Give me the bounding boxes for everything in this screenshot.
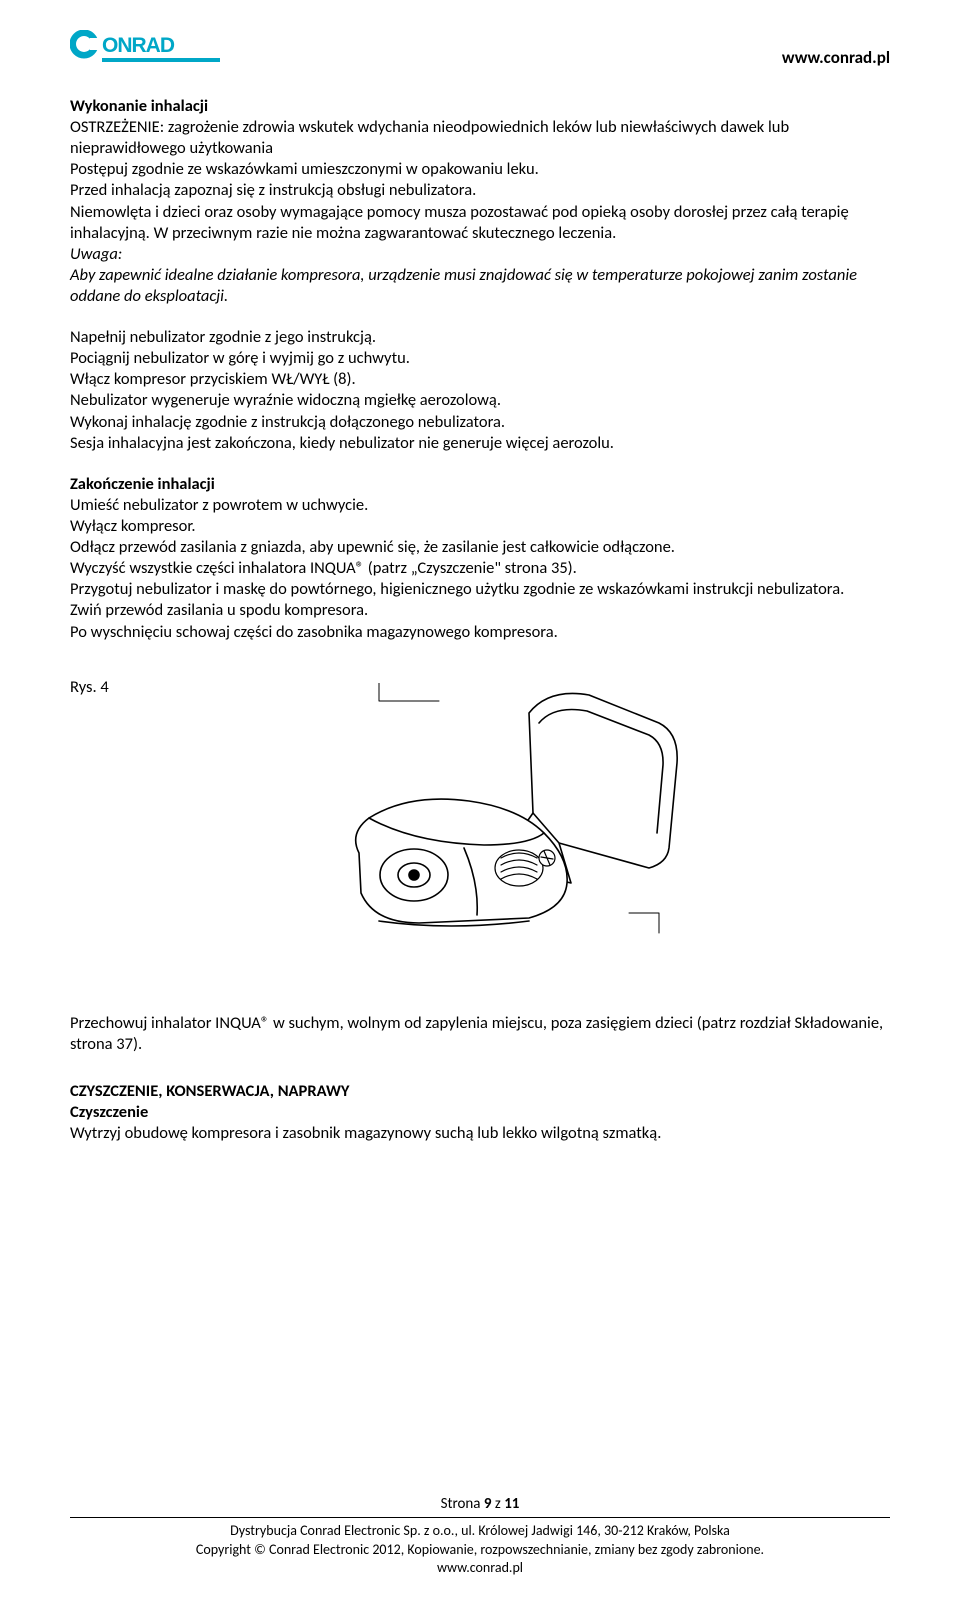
body-text: Odłącz przewód zasilania z gniazda, aby … — [70, 537, 890, 558]
conrad-logo: ONRAD — [70, 30, 235, 68]
body-text: Wyczyść wszystkie części inhalatora INQU… — [70, 558, 890, 579]
section-title: Wykonanie inhalacji — [70, 96, 890, 117]
body-text: Wytrzyj obudowę kompresora i zasobnik ma… — [70, 1123, 890, 1144]
body-text: Przechowuj inhalator INQUA® w suchym, wo… — [70, 1013, 890, 1055]
svg-text:ONRAD: ONRAD — [102, 34, 175, 57]
page-footer: Strona 9 z 11 Dystrybucja Conrad Electro… — [70, 1495, 890, 1577]
figure-block: Rys. 4 — [70, 673, 890, 953]
section-title: Zakończenie inhalacji — [70, 474, 890, 495]
body-text: Włącz kompresor przyciskiem WŁ/WYŁ (8). — [70, 369, 890, 390]
note-label: Uwaga: — [70, 244, 890, 265]
device-illustration — [129, 673, 890, 953]
body-text: Niemowlęta i dzieci oraz osoby wymagając… — [70, 202, 890, 244]
header-url: www.conrad.pl — [782, 47, 890, 68]
footer-line: www.conrad.pl — [70, 1559, 890, 1577]
warning-text: OSTRZEŻENIE: zagrożenie zdrowia wskutek … — [70, 117, 890, 159]
page-number: Strona 9 z 11 — [70, 1495, 890, 1515]
body-text: Po wyschnięciu schowaj części do zasobni… — [70, 622, 890, 643]
section-title: CZYSZCZENIE, KONSERWACJA, NAPRAWY — [70, 1081, 890, 1102]
body-text: Zwiń przewód zasilania u spodu kompresor… — [70, 600, 890, 621]
footer-line: Copyright © Conrad Electronic 2012, Kopi… — [70, 1541, 890, 1559]
body-text: Napełnij nebulizator zgodnie z jego inst… — [70, 327, 890, 348]
body-text: Przed inhalacją zapoznaj się z instrukcj… — [70, 180, 890, 201]
section-subtitle: Czyszczenie — [70, 1102, 890, 1123]
document-body: Wykonanie inhalacji OSTRZEŻENIE: zagroże… — [70, 96, 890, 1144]
body-text: Wyłącz kompresor. — [70, 516, 890, 537]
page-header: ONRAD www.conrad.pl — [70, 30, 890, 68]
body-text: Wykonaj inhalację zgodnie z instrukcją d… — [70, 412, 890, 433]
footer-divider — [70, 1517, 890, 1518]
body-text: Nebulizator wygeneruje wyraźnie widoczną… — [70, 390, 890, 411]
body-text: Przygotuj nebulizator i maskę do powtórn… — [70, 579, 890, 600]
document-page: ONRAD www.conrad.pl Wykonanie inhalacji … — [0, 0, 960, 1597]
body-text: Sesja inhalacyjna jest zakończona, kiedy… — [70, 433, 890, 454]
body-text: Postępuj zgodnie ze wskazówkami umieszcz… — [70, 159, 890, 180]
body-text: Umieść nebulizator z powrotem w uchwycie… — [70, 495, 890, 516]
body-text: Pociągnij nebulizator w górę i wyjmij go… — [70, 348, 890, 369]
footer-line: Dystrybucja Conrad Electronic Sp. z o.o.… — [70, 1522, 890, 1540]
note-text: Aby zapewnić idealne działanie kompresor… — [70, 265, 890, 307]
figure-label: Rys. 4 — [70, 673, 109, 698]
